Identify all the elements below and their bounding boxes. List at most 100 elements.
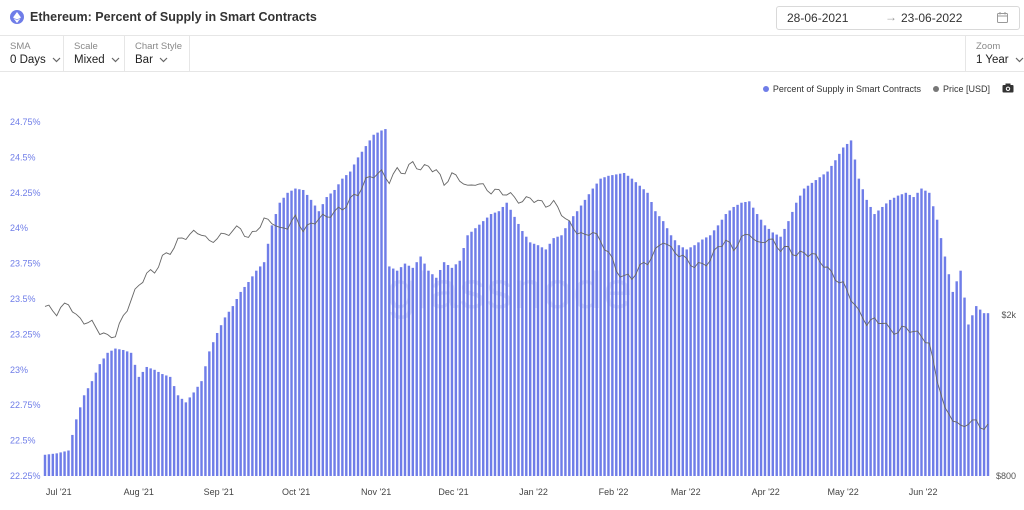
date-start-input[interactable]: 28-06-2021	[787, 11, 849, 25]
y-tick-label: 23%	[10, 365, 28, 375]
supply-bar	[885, 203, 888, 477]
supply-bar	[697, 242, 700, 476]
scale-dropdown[interactable]: Scale Mixed	[64, 36, 125, 72]
supply-bar	[838, 153, 841, 477]
supply-bar	[47, 454, 51, 476]
supply-bar	[826, 171, 829, 476]
supply-bar	[955, 281, 958, 476]
supply-bar	[278, 202, 281, 476]
supply-bar	[771, 232, 775, 476]
supply-bar	[744, 202, 747, 476]
supply-bar	[575, 211, 579, 476]
supply-bar	[900, 194, 904, 476]
y-tick-label: 23.5%	[10, 294, 36, 304]
supply-bar	[634, 182, 638, 476]
date-end-input[interactable]: 23-06-2022	[901, 11, 963, 25]
supply-bar	[345, 175, 348, 476]
supply-bar	[689, 247, 692, 476]
zoom-dropdown[interactable]: Zoom 1 Year	[965, 36, 1024, 72]
supply-bar	[951, 291, 954, 476]
supply-bar	[63, 451, 66, 476]
supply-bar	[943, 256, 947, 476]
chart-canvas[interactable]: glassnode 22.25%22.5%22.75%23%23.25%23.5…	[0, 100, 1024, 510]
x-tick-label: Jul '21	[46, 487, 72, 497]
supply-bar	[552, 238, 555, 476]
supply-bar	[55, 453, 58, 476]
supply-bar	[603, 177, 606, 476]
supply-bar	[736, 204, 739, 476]
supply-bar	[630, 178, 634, 476]
supply-bar	[975, 306, 978, 476]
supply-bar	[654, 211, 657, 476]
supply-bar	[787, 221, 790, 476]
supply-bar	[564, 228, 567, 476]
supply-bar	[431, 274, 434, 476]
supply-bar	[317, 211, 321, 476]
supply-bar	[595, 183, 598, 476]
supply-bar	[752, 207, 755, 476]
supply-bar	[677, 245, 681, 476]
supply-bar	[153, 369, 156, 476]
supply-bar	[67, 450, 70, 476]
supply-bar	[748, 201, 751, 476]
supply-bar	[959, 270, 962, 476]
supply-bar	[188, 397, 191, 476]
supply-bar	[450, 267, 454, 476]
x-tick-label: Nov '21	[361, 487, 391, 497]
supply-bar	[611, 175, 614, 476]
x-tick-label: May '22	[827, 487, 858, 497]
x-tick-label: Jan '22	[519, 487, 548, 497]
supply-bar	[348, 171, 352, 476]
supply-bar	[532, 243, 536, 476]
supply-bar	[333, 189, 336, 476]
date-range-picker[interactable]: 28-06-2021 → 23-06-2022	[776, 6, 1020, 30]
supply-bar	[693, 245, 696, 476]
supply-bar	[618, 173, 622, 476]
supply-bar	[204, 366, 207, 476]
supply-bar	[212, 342, 215, 476]
legend-label-supply: Percent of Supply in Smart Contracts	[772, 84, 921, 94]
supply-bar	[642, 189, 645, 476]
supply-bar	[798, 195, 802, 476]
sma-dropdown[interactable]: SMA 0 Days	[0, 36, 64, 72]
supply-bar	[583, 199, 587, 476]
supply-bar	[646, 192, 649, 477]
zoom-label: Zoom	[976, 41, 1001, 52]
supply-bar	[165, 375, 168, 476]
supply-bar	[110, 350, 113, 476]
supply-bar	[180, 398, 184, 476]
supply-bar	[98, 364, 101, 476]
supply-bar	[129, 352, 133, 476]
supply-bar	[513, 216, 516, 476]
supply-bar	[986, 313, 990, 476]
chart-style-dropdown[interactable]: Chart Style Bar	[125, 36, 190, 72]
supply-bar	[380, 130, 383, 476]
supply-bar	[501, 206, 505, 476]
y-tick-label: 24.75%	[10, 117, 41, 127]
supply-bar	[184, 402, 188, 476]
x-tick-label: Sep '21	[204, 487, 234, 497]
camera-icon[interactable]	[1002, 83, 1014, 95]
supply-bar	[59, 452, 62, 476]
supply-bar	[446, 265, 450, 476]
supply-bar	[779, 236, 782, 476]
supply-bar	[149, 368, 152, 476]
supply-bar	[474, 228, 477, 476]
supply-bar	[560, 235, 563, 476]
supply-bar	[423, 263, 426, 476]
calendar-icon[interactable]	[997, 12, 1008, 26]
supply-bar	[82, 395, 86, 476]
legend-item-price[interactable]: Price [USD]	[932, 84, 990, 94]
supply-bar	[579, 205, 583, 476]
supply-bar	[360, 151, 364, 476]
chart-toolbar: SMA 0 Days Scale Mixed Chart Style Bar Z…	[0, 36, 1024, 72]
supply-bar	[525, 236, 528, 476]
page-title: Ethereum: Percent of Supply in Smart Con…	[30, 10, 317, 24]
supply-bar	[932, 206, 935, 476]
supply-bar	[724, 214, 728, 476]
supply-bar	[775, 234, 778, 476]
legend-item-supply[interactable]: Percent of Supply in Smart Contracts	[762, 84, 921, 94]
y-tick-label: 23.75%	[10, 259, 41, 269]
supply-bar	[454, 264, 458, 476]
y-axis-left: 22.25% 22.5% 22.75% 23% 23.25% 23.5% 23.75% 24%…	[10, 117, 41, 481]
